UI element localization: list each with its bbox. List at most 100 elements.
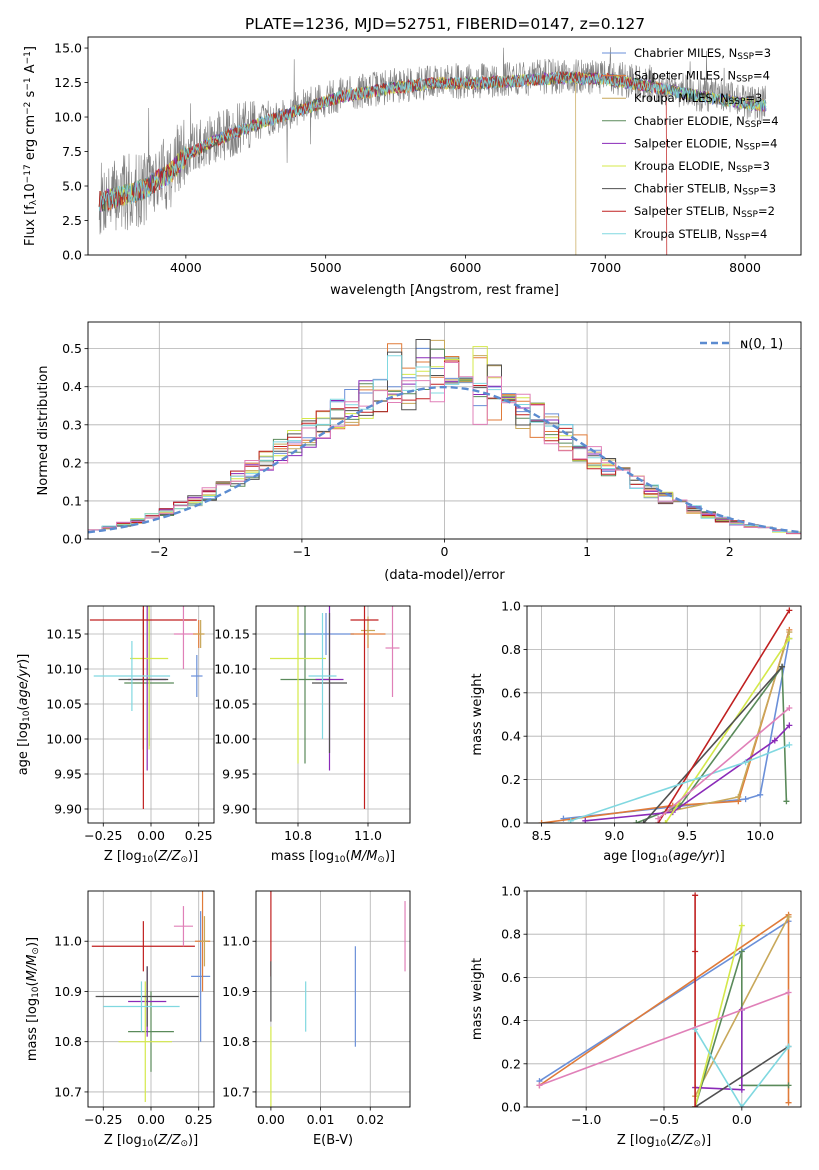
y-tick-label: 1.0	[501, 884, 521, 899]
weight-line	[657, 609, 790, 823]
weight-line	[694, 1028, 790, 1107]
x-tick-label: 8.5	[532, 828, 552, 843]
plot-area	[91, 891, 211, 1102]
y-tick-label: 0.4	[62, 379, 82, 394]
legend-label: Chabrier MILES, NSSP=3	[634, 46, 771, 62]
plot-area	[88, 339, 801, 535]
y-tick-label: 0.5	[62, 341, 82, 356]
y-tick-label: 10.7	[54, 1084, 82, 1099]
weight-marker	[785, 1082, 792, 1089]
y-tick-label: 7.5	[62, 144, 82, 159]
weight-marker	[786, 722, 793, 729]
mass-vs-metallicity-panel: −0.25 0.00 0.25 10.7 10.8 10.9 11.0 Z [log10(Z/…	[25, 890, 215, 1149]
y-tick-label: 0.2	[62, 455, 82, 470]
spectrum-title: PLATE=1236, MJD=52751, FIBERID=0147, z=0…	[245, 15, 645, 33]
weight-marker	[738, 1104, 745, 1107]
y-tick-label: 0.3	[62, 417, 82, 432]
y-tick-label: 10.15	[214, 627, 250, 642]
x-tick-label: 0.25	[185, 1112, 213, 1127]
axes-frame	[526, 605, 802, 824]
y-tick-label: 0.4	[501, 1013, 521, 1028]
y-tick-label: 0.0	[501, 1100, 521, 1115]
weight-line	[657, 707, 790, 820]
y-tick-label: 10.9	[222, 984, 250, 999]
weight-marker	[786, 607, 793, 614]
weight-marker	[757, 791, 764, 798]
weight-marker	[640, 820, 647, 823]
weight-marker	[786, 629, 793, 636]
x-tick-label: 5000	[310, 260, 342, 275]
y-tick-label: 10.10	[214, 662, 250, 677]
weight-marker	[692, 892, 699, 899]
weight-marker	[742, 796, 749, 803]
axes-frame	[526, 890, 802, 1108]
y-tick-label: 9.95	[54, 767, 82, 782]
y-tick-label: 2.5	[62, 213, 82, 228]
weight-line	[563, 638, 791, 820]
weight-marker	[785, 1099, 792, 1106]
y-tick-label: 10.9	[54, 984, 82, 999]
y-tick-label: 10.8	[54, 1034, 82, 1049]
axes-frame	[255, 605, 411, 824]
x-tick-label: 0	[441, 544, 449, 559]
axes-frame	[255, 890, 411, 1108]
x-tick-label: 6000	[450, 260, 482, 275]
x-axis-label: E(B-V)	[313, 1133, 353, 1148]
weight-marker	[738, 922, 745, 929]
y-tick-label: 12.5	[54, 75, 82, 90]
weight-marker	[742, 759, 749, 766]
x-tick-label: 8000	[729, 260, 761, 275]
mass-vs-ebv-panel: 0.00 0.01 0.02 10.7 10.8 10.9 11.0 E(B-V)	[222, 890, 411, 1148]
weight-marker	[735, 793, 742, 800]
y-tick-label: 0.6	[501, 970, 521, 985]
plot-area	[270, 891, 406, 1107]
x-tick-label: 0.25	[185, 828, 213, 843]
y-tick-label: 0.8	[501, 927, 521, 942]
y-tick-label: 10.7	[222, 1084, 250, 1099]
x-tick-label: 0.01	[307, 1112, 335, 1127]
weight-marker	[738, 948, 745, 955]
weight-line	[694, 1045, 789, 1107]
histogram-y-label: Normed distribution	[36, 366, 51, 496]
legend-label: Chabrier STELIB, NSSP=3	[634, 182, 776, 198]
y-tick-label: 10.15	[46, 627, 82, 642]
y-tick-label: 10.8	[222, 1034, 250, 1049]
y-tick-label: 0.2	[501, 772, 521, 787]
y-tick-label: 0.0	[501, 816, 521, 831]
spectrum-panel: 4000 5000 6000 7000 8000 0.0 2.5 5.0 7.5 10.0 12.5…	[23, 36, 802, 298]
spectrum-x-label: wavelength [Angstrom, rest frame]	[330, 283, 559, 298]
x-tick-label: 10.8	[284, 828, 312, 843]
y-axis-label: mass [log10(M/M⊙)]	[25, 937, 41, 1061]
x-tick-label: −2	[150, 544, 168, 559]
x-axis-label: age [log10(age/yr)]	[603, 849, 725, 865]
plot-area	[536, 892, 792, 1107]
x-tick-label: 1	[583, 544, 591, 559]
weight-marker	[783, 798, 790, 805]
weight-marker	[779, 663, 786, 670]
weight-marker	[785, 1043, 792, 1050]
y-tick-label: 11.0	[222, 934, 250, 949]
legend-label: Salpeter ELODIE, NSSP=4	[634, 136, 777, 152]
legend-label: ɴ(0, 1)	[740, 337, 783, 352]
y-tick-label: 10.00	[46, 732, 82, 747]
plot-area	[270, 606, 400, 809]
mass-weight-vs-metallicity-panel: −1.0 −0.5 0.0 0.0 0.2 0.4 0.6 0.8 1.0 Z [log10(Z/…	[470, 884, 802, 1149]
y-tick-label: 10.10	[46, 662, 82, 677]
weight-marker	[692, 1104, 699, 1107]
weight-line	[541, 629, 791, 823]
x-tick-label: −1.0	[571, 1112, 601, 1127]
x-tick-label: 9.0	[605, 828, 625, 843]
legend-label: Salpeter STELIB, NSSP=2	[634, 204, 775, 220]
y-axis-label: age [log10(age/yr)]	[16, 654, 32, 776]
weight-marker	[785, 989, 792, 996]
age-vs-mass-panel: 10.8 11.0 9.90 9.95 10.00 10.05 10.10 10.15 mass…	[214, 605, 411, 865]
y-tick-label: 0.1	[62, 493, 82, 508]
axes-frame	[87, 321, 802, 540]
age-vs-metallicity-panel: −0.25 0.00 0.25 9.90 9.95 10.00 10.05 10.10 10.1…	[16, 605, 215, 865]
weight-marker	[786, 635, 793, 642]
model-spectrum-line	[98, 70, 767, 212]
y-tick-label: 5.0	[62, 179, 82, 194]
x-tick-label: 10.0	[746, 828, 774, 843]
weight-marker	[771, 737, 778, 744]
